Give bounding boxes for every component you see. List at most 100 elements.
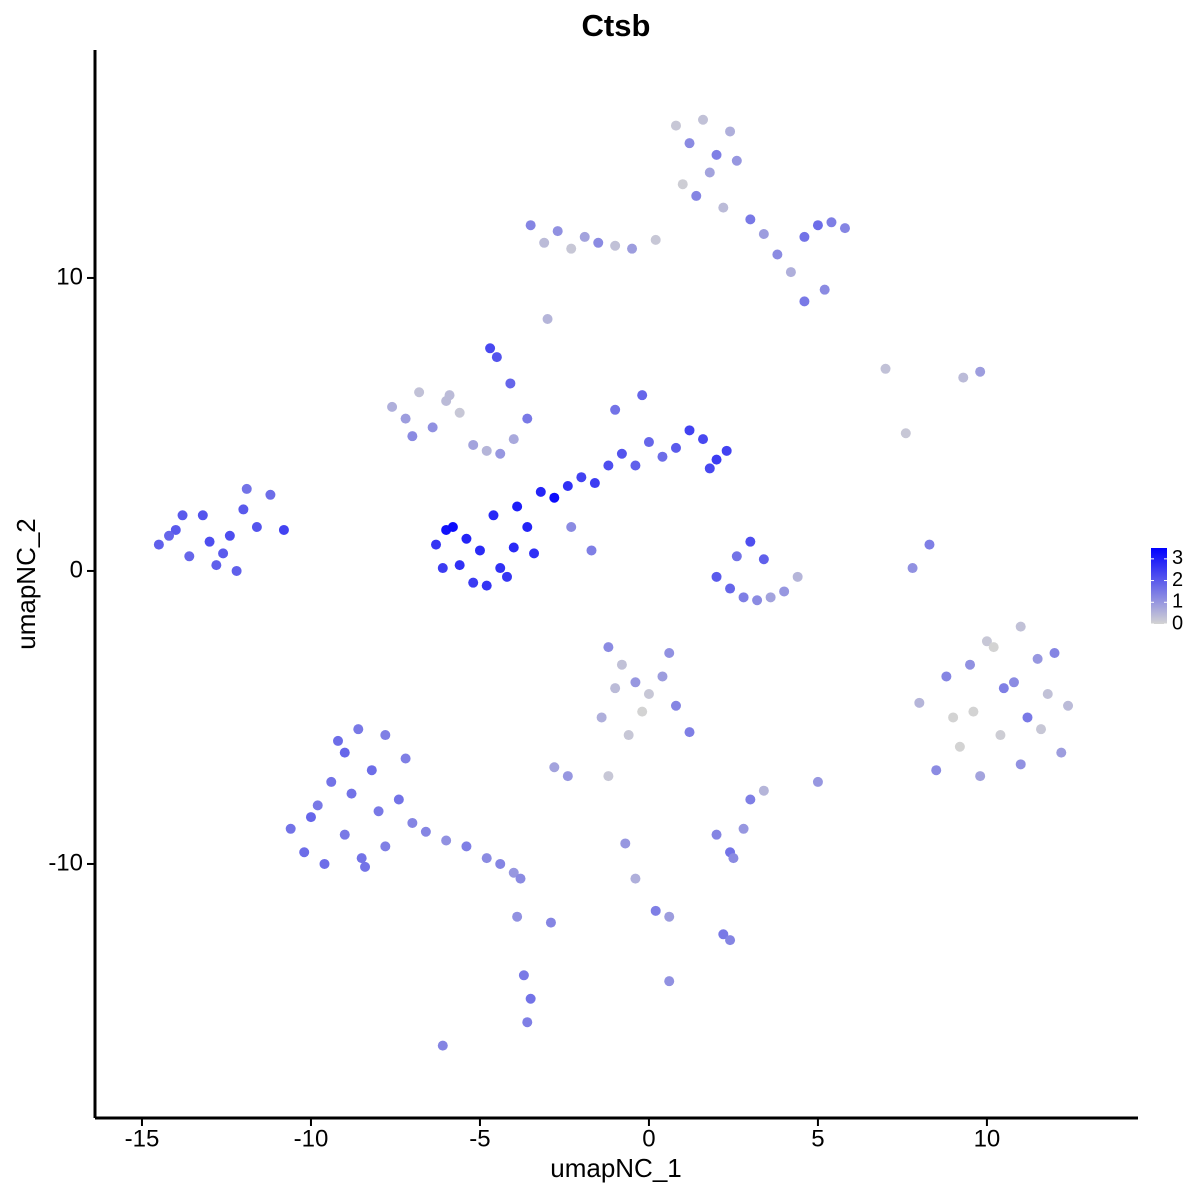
cell-point (468, 439, 479, 450)
cell-point (508, 867, 519, 878)
cell-point (339, 829, 350, 840)
cell-point (461, 841, 472, 852)
cell-point (958, 372, 969, 383)
cell-point (610, 240, 621, 251)
cell-point (326, 776, 337, 787)
cell-point (518, 970, 529, 981)
x-tick-label: -5 (469, 1125, 490, 1152)
cell-point (785, 267, 796, 278)
cell-point (603, 642, 614, 653)
cell-point (968, 706, 979, 717)
cell-point (431, 539, 442, 550)
cell-point (481, 853, 492, 864)
cell-point (339, 747, 350, 758)
y-tick-label: -10 (48, 849, 83, 876)
cell-point (552, 226, 563, 237)
cell-point (441, 835, 452, 846)
cell-point (630, 460, 641, 471)
cell-point (491, 352, 502, 363)
cell-point (650, 234, 661, 245)
cell-point (998, 683, 1009, 694)
cell-point (637, 706, 648, 717)
cell-point (664, 648, 675, 659)
cell-point (954, 741, 965, 752)
cell-point (630, 677, 641, 688)
cell-point (414, 387, 425, 398)
cell-point (576, 472, 587, 483)
cell-point (792, 571, 803, 582)
cell-point (677, 179, 688, 190)
cell-point (728, 853, 739, 864)
cell-point (745, 214, 756, 225)
cell-point (505, 378, 516, 389)
cell-point (522, 522, 533, 533)
cell-point (1015, 621, 1026, 632)
cell-point (812, 220, 823, 231)
chart-title: Ctsb (582, 8, 651, 43)
cell-point (427, 422, 438, 433)
cell-point (758, 554, 769, 565)
cell-point (407, 431, 418, 442)
cell-point (670, 442, 681, 453)
cell-point (924, 539, 935, 550)
cell-point (549, 762, 560, 773)
cell-point (657, 671, 668, 682)
cell-point (718, 929, 729, 940)
cell-point (975, 366, 986, 377)
cell-point (711, 149, 722, 160)
cell-point (238, 504, 249, 515)
cell-point (670, 120, 681, 131)
cell-point (1022, 712, 1033, 723)
cell-point (819, 284, 830, 295)
cell-point (637, 390, 648, 401)
cell-point (799, 231, 810, 242)
cell-point (562, 771, 573, 782)
x-tick-label: -15 (125, 1125, 160, 1152)
cell-point (765, 592, 776, 603)
cell-point (603, 460, 614, 471)
cell-point (495, 858, 506, 869)
cell-point (285, 823, 296, 834)
cell-point (437, 563, 448, 574)
cell-point (664, 976, 675, 987)
cell-point (965, 659, 976, 670)
cell-point (539, 237, 550, 248)
cell-point (616, 659, 627, 670)
colorbar-label: 2 (1172, 569, 1183, 591)
cell-point (444, 390, 455, 401)
cell-point (643, 437, 654, 448)
cell-point (826, 217, 837, 228)
cell-point (454, 407, 465, 418)
cell-point (711, 571, 722, 582)
cell-point (380, 841, 391, 852)
cell-point (738, 823, 749, 834)
cell-point (501, 571, 512, 582)
cell-point (1036, 724, 1047, 735)
cell-point (616, 448, 627, 459)
cell-point (948, 712, 959, 723)
cell-point (995, 730, 1006, 741)
cell-point (549, 492, 560, 503)
cell-point (596, 712, 607, 723)
cell-point (522, 1017, 533, 1028)
cell-point (529, 548, 540, 559)
cell-point (211, 560, 222, 571)
cell-point (508, 434, 519, 445)
cell-point (562, 480, 573, 491)
cell-point (698, 434, 709, 445)
cell-point (1032, 653, 1043, 664)
cell-point (407, 817, 418, 828)
x-tick-label: 0 (642, 1125, 655, 1152)
cell-point (731, 155, 742, 166)
cell-point (512, 911, 523, 922)
cell-point (380, 730, 391, 741)
cell-point (1008, 677, 1019, 688)
colorbar-label: 3 (1172, 547, 1183, 569)
cell-point (241, 483, 252, 494)
cell-point (366, 765, 377, 776)
cell-point (684, 727, 695, 738)
cell-point (812, 776, 823, 787)
cell-point (170, 524, 181, 535)
colorbar-label: 0 (1172, 612, 1183, 634)
